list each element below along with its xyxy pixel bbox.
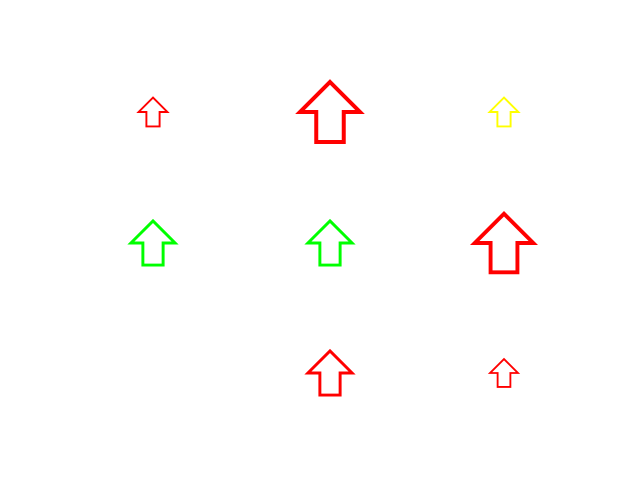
up-arrow-outline: [487, 96, 521, 128]
up-arrow-outline: [127, 218, 179, 267]
up-arrow-outline-icon: [295, 79, 365, 144]
up-arrow-outline-icon: [127, 218, 179, 267]
up-arrow-outline: [304, 218, 356, 267]
up-arrow-outline-icon: [304, 348, 356, 397]
up-arrow-outline-icon: [487, 96, 521, 128]
up-arrow-outline-icon: [136, 96, 170, 128]
up-arrow-outline-icon: [304, 218, 356, 267]
up-arrow-outline-icon: [470, 210, 538, 275]
up-arrow-outline: [470, 210, 538, 275]
up-arrow-outline: [304, 348, 356, 397]
up-arrow-outline: [487, 357, 521, 388]
up-arrow-outline: [136, 96, 170, 128]
up-arrow-outline-icon: [487, 357, 521, 388]
up-arrow-outline: [295, 79, 365, 144]
